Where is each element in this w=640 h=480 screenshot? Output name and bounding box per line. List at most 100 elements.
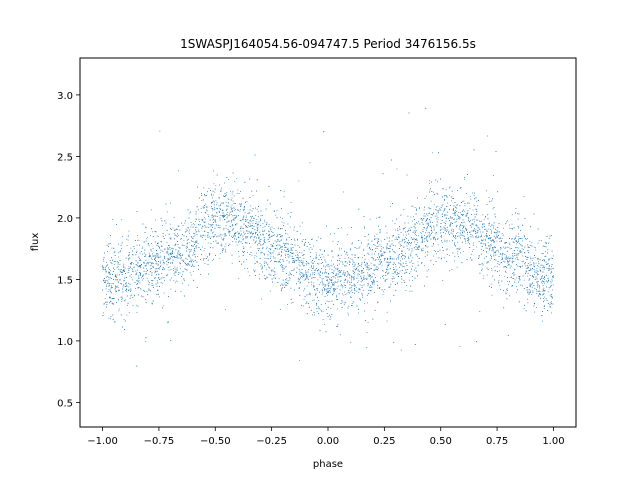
data-point	[407, 222, 409, 224]
data-point	[313, 265, 315, 267]
data-point	[398, 234, 400, 235]
data-point	[126, 295, 128, 297]
data-point	[352, 263, 354, 265]
data-point	[388, 261, 390, 263]
data-point	[328, 263, 330, 265]
data-point	[536, 270, 538, 272]
data-point	[338, 293, 340, 295]
data-point	[102, 267, 104, 269]
data-point	[527, 266, 529, 268]
data-point	[446, 254, 448, 255]
data-point	[296, 231, 298, 232]
data-point	[349, 258, 351, 260]
data-point	[232, 200, 234, 202]
data-point	[151, 262, 153, 264]
data-point	[167, 248, 169, 250]
data-point	[486, 236, 488, 238]
data-point	[288, 257, 290, 259]
data-point	[369, 275, 371, 277]
data-point	[301, 269, 303, 270]
data-point	[367, 252, 369, 254]
data-point	[515, 286, 517, 287]
data-point	[137, 266, 139, 268]
data-point	[461, 262, 463, 264]
data-point	[281, 236, 283, 238]
data-point	[127, 272, 129, 273]
data-point	[552, 289, 554, 291]
data-point	[195, 231, 197, 233]
data-point	[319, 284, 321, 286]
data-point	[179, 262, 181, 264]
data-point	[391, 278, 393, 279]
data-point	[171, 277, 172, 279]
data-point	[231, 241, 233, 243]
data-point	[161, 282, 163, 284]
data-point	[277, 282, 279, 283]
data-point	[272, 235, 274, 237]
data-point	[146, 268, 147, 270]
data-point	[398, 273, 400, 275]
data-point	[347, 281, 349, 283]
data-point	[350, 287, 352, 289]
data-point	[345, 253, 347, 255]
data-point	[550, 272, 552, 274]
data-point	[109, 277, 111, 278]
data-point	[176, 233, 178, 235]
data-point	[175, 229, 176, 231]
data-point	[204, 231, 206, 233]
data-point	[194, 260, 196, 261]
data-point	[456, 204, 458, 206]
data-point	[371, 253, 373, 255]
data-point	[112, 287, 113, 288]
data-point	[325, 225, 327, 227]
data-point	[152, 248, 154, 249]
data-point	[311, 265, 312, 267]
data-point	[442, 280, 444, 281]
data-point	[173, 270, 174, 271]
data-point	[139, 282, 141, 284]
data-point	[461, 215, 463, 216]
data-point	[293, 260, 295, 262]
data-point	[311, 270, 313, 271]
data-point	[471, 223, 473, 224]
data-point	[262, 215, 264, 216]
data-point	[278, 244, 280, 246]
data-point	[164, 248, 166, 250]
data-point	[123, 280, 125, 282]
data-point	[137, 262, 139, 264]
data-point	[257, 234, 259, 236]
data-point	[527, 237, 528, 239]
data-point	[123, 266, 125, 268]
data-point	[363, 284, 365, 286]
data-point	[145, 337, 147, 339]
data-point	[210, 189, 211, 191]
data-point	[473, 228, 475, 230]
data-point	[529, 261, 531, 263]
data-point	[385, 261, 387, 263]
data-point	[527, 250, 529, 252]
data-point	[266, 224, 267, 225]
data-point	[236, 216, 238, 218]
data-point	[143, 278, 144, 280]
data-point	[143, 262, 145, 264]
data-point	[508, 246, 510, 248]
data-point	[340, 279, 342, 281]
data-point	[410, 254, 412, 256]
data-point	[244, 233, 246, 235]
data-point	[315, 252, 317, 254]
data-point	[180, 268, 181, 270]
data-point	[221, 234, 223, 236]
data-point	[204, 248, 206, 249]
data-point	[145, 227, 147, 229]
data-point	[443, 257, 445, 259]
data-point	[328, 314, 330, 316]
data-point	[525, 262, 526, 264]
data-point	[239, 220, 241, 221]
data-point	[508, 264, 509, 265]
data-point	[327, 316, 329, 317]
data-point	[276, 217, 278, 219]
data-point	[528, 270, 530, 272]
data-point	[369, 218, 371, 220]
data-point	[108, 289, 110, 291]
